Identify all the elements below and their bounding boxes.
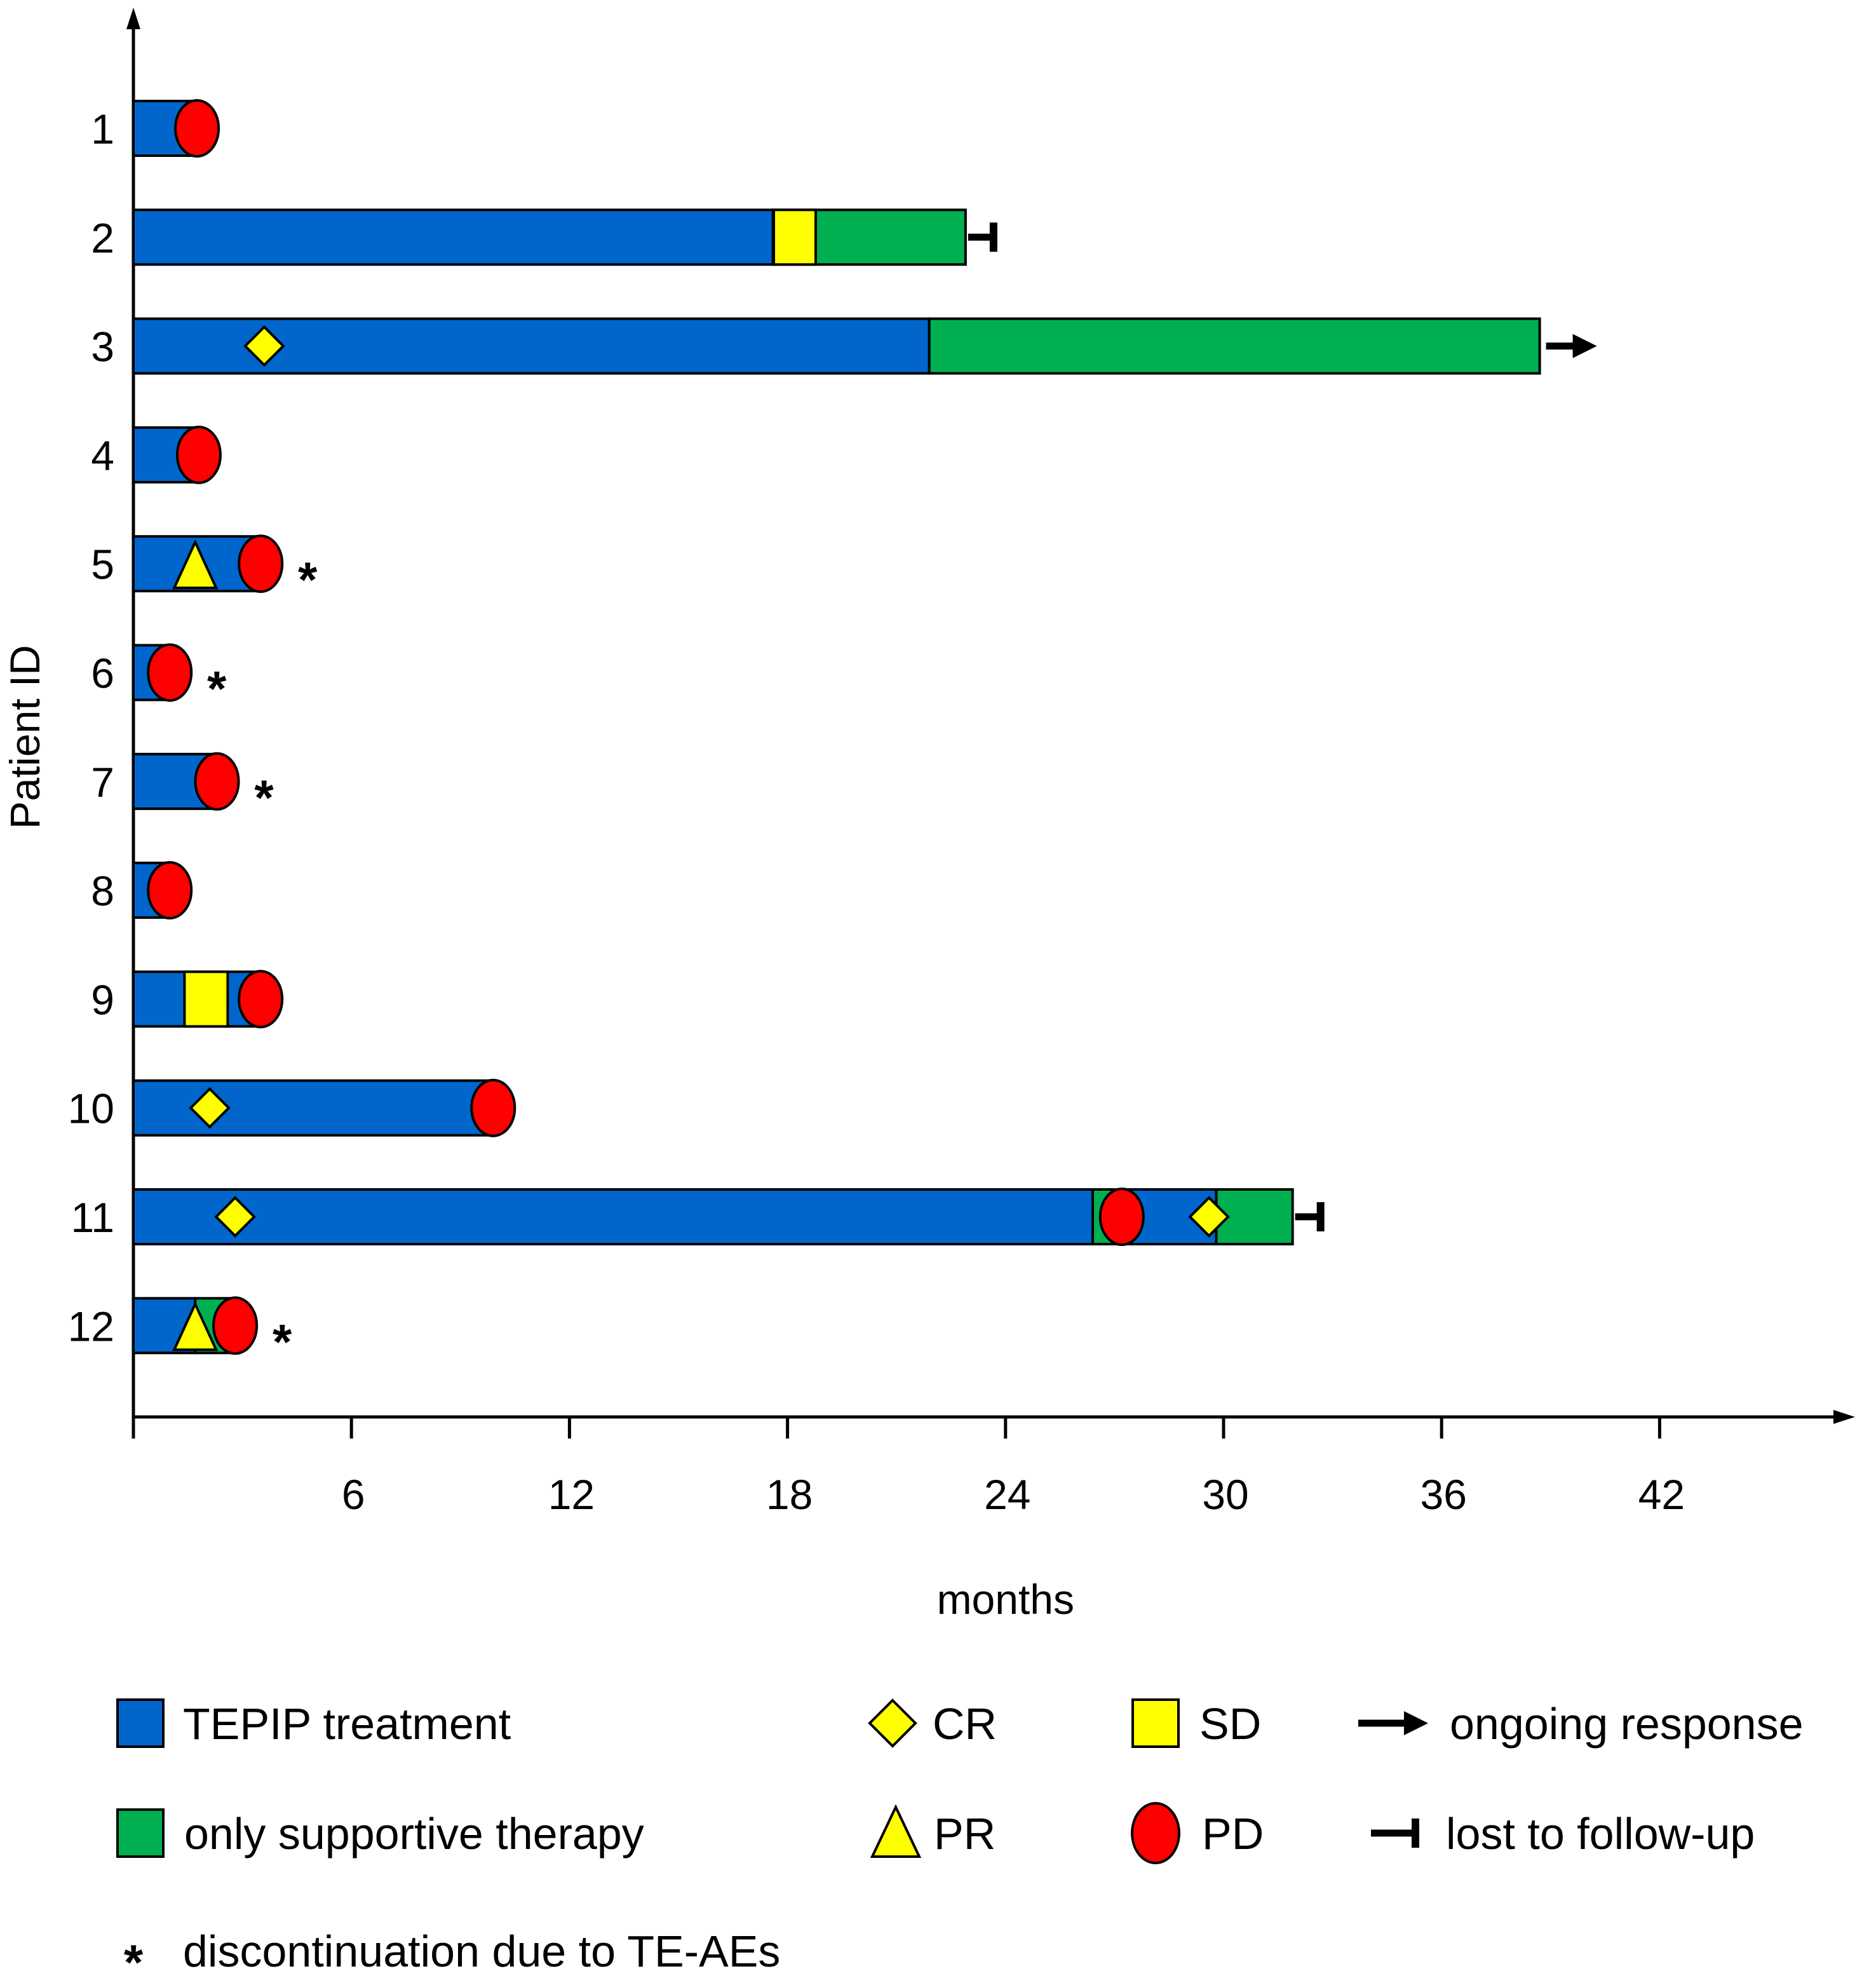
treatment-segment <box>132 1188 1095 1245</box>
legend-swatch-treatment <box>116 1698 165 1748</box>
patient-id-label: 8 <box>91 867 114 914</box>
legend-label-ongoing: ongoing response <box>1450 1699 1804 1749</box>
legend-label-lost: lost to follow-up <box>1446 1809 1755 1859</box>
pd-marker <box>175 425 222 484</box>
sd-marker <box>773 208 818 266</box>
legend-cr-marker <box>868 1698 917 1748</box>
patient-row: 10 <box>68 1078 516 1137</box>
legend: TEPIP treatment CR SD ongoing response only … <box>116 1698 1804 1971</box>
cr-marker <box>189 1087 231 1129</box>
arrow-head <box>1404 1711 1428 1735</box>
patient-row: 11 <box>71 1188 1325 1246</box>
legend-sd-marker <box>1131 1698 1180 1748</box>
legend-label-discontinued: discontinuation due to TE-AEs <box>183 1927 780 1971</box>
x-tick-label: 24 <box>984 1471 1030 1518</box>
cr-marker <box>243 325 285 367</box>
legend-label-sd: SD <box>1199 1699 1261 1749</box>
treatment-segment <box>132 208 774 266</box>
pd-marker <box>212 1296 259 1355</box>
supportive-segment <box>928 317 1541 375</box>
pr-marker <box>172 1301 219 1351</box>
discontinuation-asterisk: * <box>298 552 318 607</box>
y-axis-arrow <box>126 8 140 29</box>
discontinuation-asterisk: * <box>273 1313 292 1369</box>
cr-marker <box>1188 1196 1230 1238</box>
patient-row: 12 * <box>68 1296 292 1369</box>
x-tick-label: 12 <box>548 1471 595 1518</box>
arrow-head <box>1572 334 1597 358</box>
patient-id-label: 4 <box>91 432 114 479</box>
lost-to-follow-up-marker <box>1295 1202 1325 1231</box>
pd-marker <box>1098 1188 1145 1246</box>
legend-label-treatment: TEPIP treatment <box>183 1699 511 1749</box>
discontinuation-asterisk: * <box>254 769 274 825</box>
patient-id-label: 5 <box>91 541 114 588</box>
patient-id-label: 9 <box>91 976 114 1023</box>
patient-row: 4 <box>91 425 222 484</box>
pd-marker <box>174 99 220 158</box>
patient-id-label: 6 <box>91 650 114 697</box>
pd-marker <box>194 752 240 811</box>
legend-ongoing-arrow <box>1358 1711 1428 1735</box>
x-axis-arrow <box>1833 1410 1855 1424</box>
discontinuation-asterisk: * <box>207 661 227 717</box>
x-tick-label: 42 <box>1638 1471 1685 1518</box>
pd-marker <box>147 861 193 920</box>
pr-marker <box>172 539 219 590</box>
legend-label-supportive: only supportive therapy <box>184 1809 644 1859</box>
cr-marker <box>214 1196 256 1238</box>
x-tick-label: 6 <box>342 1471 365 1518</box>
patient-row: 6 * <box>91 643 227 717</box>
legend-label-pr: PR <box>934 1809 995 1859</box>
pd-marker <box>147 643 193 702</box>
pd-marker <box>238 534 284 593</box>
legend-pd-marker <box>1131 1802 1180 1864</box>
patient-row: 1 <box>91 99 220 158</box>
pd-marker <box>470 1078 516 1137</box>
x-tick-label: 30 <box>1202 1471 1248 1518</box>
x-axis-title: months <box>937 1576 1074 1623</box>
y-axis-title: Patient ID <box>1 645 48 829</box>
patient-row: 5 * <box>91 534 318 607</box>
legend-pr-marker <box>870 1804 922 1858</box>
legend-asterisk: * <box>124 1934 144 1971</box>
legend-lost-marker <box>1371 1819 1419 1848</box>
patient-id-label: 2 <box>91 214 114 261</box>
x-tick-label: 18 <box>766 1471 813 1518</box>
patient-row: 3 <box>91 317 1597 375</box>
patient-id-label: 3 <box>91 323 114 370</box>
legend-label-cr: CR <box>933 1699 997 1749</box>
patient-row: 8 <box>91 861 193 920</box>
patient-id-label: 1 <box>91 105 114 152</box>
patient-id-label: 12 <box>68 1303 114 1350</box>
sd-marker <box>183 970 229 1028</box>
treatment-segment <box>132 1079 495 1137</box>
patient-id-label: 7 <box>91 759 114 806</box>
patient-id-label: 11 <box>71 1194 114 1241</box>
ongoing-response-arrow <box>1546 334 1597 358</box>
pd-marker <box>238 970 284 1029</box>
x-tick-label: 36 <box>1420 1471 1466 1518</box>
patient-row: 2 <box>91 208 997 266</box>
patient-row: 9 <box>91 970 284 1029</box>
legend-label-pd: PD <box>1202 1809 1264 1859</box>
lost-to-follow-up-marker <box>968 222 997 252</box>
patient-id-label: 10 <box>68 1085 114 1132</box>
legend-swatch-supportive <box>116 1808 165 1858</box>
patient-row: 7 * <box>91 752 274 825</box>
